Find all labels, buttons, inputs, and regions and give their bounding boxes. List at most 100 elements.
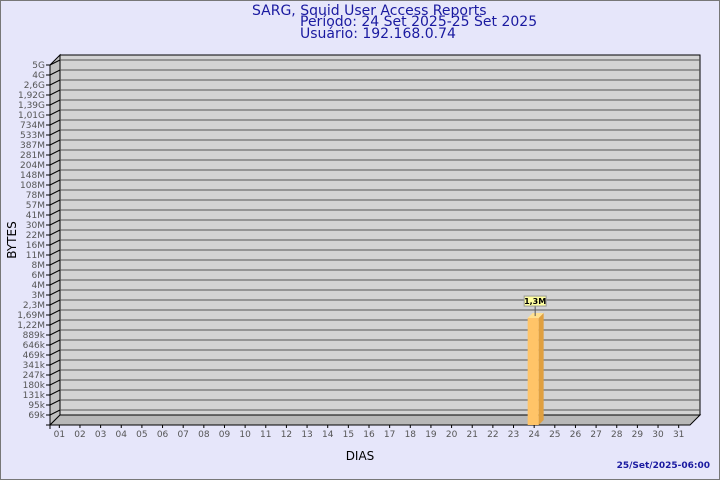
x-tick-label: 15 (343, 430, 354, 440)
bar-side (538, 313, 544, 425)
y-tick-label: 131k (23, 391, 46, 401)
y-tick-label: 646k (23, 341, 46, 351)
y-tick-diag (49, 379, 61, 386)
x-tick-label: 23 (508, 430, 519, 440)
y-tick-diag (49, 339, 61, 346)
x-tick-label: 06 (157, 430, 169, 440)
y-tick-diag (49, 109, 61, 116)
y-tick-diag (49, 389, 61, 396)
y-tick-label: 889k (23, 331, 46, 341)
x-tick-label: 02 (74, 430, 85, 440)
x-tick-label: 29 (632, 430, 644, 440)
y-tick-diag (49, 299, 61, 306)
x-tick-label: 19 (425, 430, 437, 440)
y-tick-label: 734M (20, 121, 45, 131)
x-tick-label: 04 (116, 430, 128, 440)
data-label-box (523, 295, 547, 307)
x-tick-label: 12 (281, 430, 292, 440)
y-tick-diag (49, 319, 61, 326)
y-tick-label: 4G (32, 71, 45, 81)
y-tick-diag (49, 289, 61, 296)
x-tick-label: 31 (673, 430, 684, 440)
x-tick-label: 30 (652, 430, 664, 440)
chart-period: Período: 24 Set 2025-25 Set 2025 (300, 14, 538, 30)
y-tick-diag (49, 209, 61, 216)
y-tick-diag (49, 199, 61, 206)
y-tick-diag (49, 239, 61, 246)
y-tick-label: 41M (26, 211, 45, 221)
y-tick-diag (49, 359, 61, 366)
y-tick-label: 30M (26, 221, 45, 231)
y-tick-diag (49, 229, 61, 236)
y-tick-diag (49, 219, 61, 226)
y-tick-label: 4M (32, 281, 46, 291)
y-tick-diag (49, 409, 61, 416)
y-tick-diag (49, 159, 61, 166)
x-tick-label: 28 (611, 430, 623, 440)
y-tick-label: 22M (26, 231, 45, 241)
y-tick-label: 148M (20, 171, 45, 181)
x-tick-label: 17 (384, 430, 395, 440)
y-tick-label: 1,01G (18, 111, 45, 121)
y-tick-label: 387M (20, 141, 45, 151)
y-tick-diag (49, 149, 61, 156)
x-axis-title: DIAS (346, 449, 375, 463)
x-tick-label: 25 (549, 430, 560, 440)
y-tick-diag (49, 79, 61, 86)
footer-timestamp: 25/Set/2025-06:00 (616, 461, 710, 471)
plot-back-wall (59, 54, 701, 416)
y-tick-label: 281M (20, 151, 45, 161)
y-tick-label: 1,92G (18, 91, 45, 101)
x-tick-label: 10 (239, 430, 251, 440)
y-tick-diag (49, 129, 61, 136)
y-tick-label: 95k (28, 401, 45, 411)
y-tick-label: 2,3M (23, 301, 45, 311)
y-tick-diag (49, 69, 61, 76)
y-tick-label: 5G (32, 61, 45, 71)
y-tick-diag (49, 179, 61, 186)
x-tick-label: 09 (219, 430, 231, 440)
y-tick-diag (49, 399, 61, 406)
y-tick-label: 2,6G (24, 81, 45, 91)
chart-title: SARG, Squid User Access Reports (252, 3, 487, 19)
y-tick-label: 57M (26, 201, 45, 211)
x-tick-label: 16 (363, 430, 375, 440)
x-tick-label: 03 (95, 430, 106, 440)
y-tick-label: 180k (23, 381, 46, 391)
y-tick-diag (49, 279, 61, 286)
y-tick-label: 108M (20, 181, 45, 191)
x-tick-label: 08 (198, 430, 210, 440)
y-tick-label: 469k (23, 351, 46, 361)
y-tick-label: 341k (23, 361, 46, 371)
y-tick-diag (49, 99, 61, 106)
y-tick-label: 1,69M (17, 311, 45, 321)
chart-user: Usuário: 192.168.0.74 (300, 26, 456, 42)
y-tick-diag (49, 139, 61, 146)
x-tick-label: 01 (54, 430, 65, 440)
bar (527, 318, 539, 425)
y-tick-label: 1,22M (17, 321, 45, 331)
plot-floor (48, 414, 702, 426)
x-tick-label: 24 (528, 430, 540, 440)
y-tick-diag (49, 259, 61, 266)
y-tick-label: 247k (23, 371, 46, 381)
x-tick-label: 14 (322, 430, 334, 440)
y-tick-diag (49, 169, 61, 176)
y-tick-diag (49, 189, 61, 196)
y-tick-label: 16M (26, 241, 45, 251)
x-tick-label: 20 (446, 430, 458, 440)
y-tick-diag (49, 89, 61, 96)
y-tick-label: 78M (26, 191, 45, 201)
x-tick-label: 05 (136, 430, 147, 440)
y-tick-diag (49, 329, 61, 336)
y-tick-label: 11M (26, 251, 45, 261)
y-tick-diag (49, 249, 61, 256)
x-tick-label: 13 (301, 430, 312, 440)
x-tick-label: 21 (466, 430, 477, 440)
x-tick-label: 07 (177, 430, 188, 440)
y-tick-label: 8M (32, 261, 46, 271)
y-tick-label: 533M (20, 131, 45, 141)
x-tick-label: 22 (487, 430, 498, 440)
y-axis-title: BYTES (5, 221, 19, 258)
